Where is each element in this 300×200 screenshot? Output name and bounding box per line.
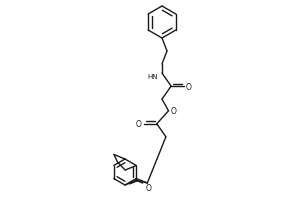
Text: O: O xyxy=(186,83,192,92)
Text: O: O xyxy=(136,120,142,129)
Text: O: O xyxy=(146,184,152,193)
Text: O: O xyxy=(170,107,176,116)
Text: HN: HN xyxy=(148,74,158,80)
